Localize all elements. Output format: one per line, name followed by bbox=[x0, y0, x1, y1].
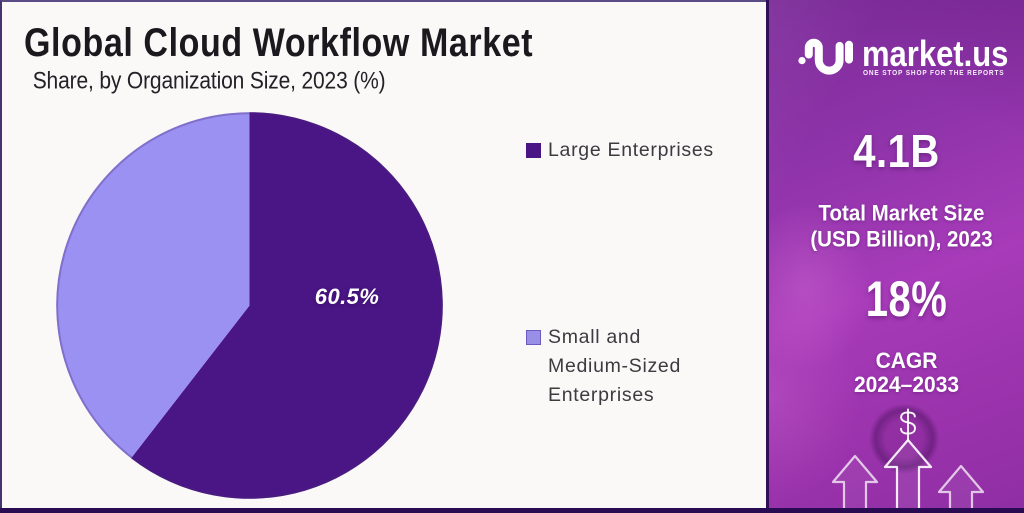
pie-rim bbox=[55, 111, 443, 499]
marketus-logo-mark bbox=[804, 38, 853, 75]
logo-brand-text: market.us bbox=[862, 34, 1008, 75]
brand-sidebar: market.us ONE STOP SHOP FOR THE REPORTS … bbox=[766, 0, 1024, 513]
logo-tagline-text: ONE STOP SHOP FOR THE REPORTS bbox=[863, 70, 1004, 77]
legend-swatch-large-enterprises bbox=[526, 143, 541, 158]
legend-label: Small and Medium-Sized Enterprises bbox=[548, 326, 682, 406]
arrow-up-right bbox=[937, 464, 985, 513]
chart-subtitle: Share, by Organization Size, 2023 (%) bbox=[32, 67, 386, 95]
arrow-up-left bbox=[831, 454, 879, 513]
arrow-up-middle bbox=[883, 438, 933, 513]
stat-cagr-label: CAGR 2024–2033 bbox=[853, 348, 960, 398]
pie-data-label: 60.5% bbox=[314, 284, 380, 309]
pie-chart bbox=[55, 111, 443, 499]
chart-title: Global Cloud Workflow Market bbox=[24, 20, 534, 66]
chart-panel: Global Cloud Workflow Market Share, by O… bbox=[0, 0, 766, 513]
stat-market-size-value: 4.1B bbox=[853, 126, 940, 178]
legend-item-sme: Small and Medium-Sized Enterprises bbox=[526, 323, 681, 410]
dollar-icon bbox=[900, 408, 916, 442]
logo-dot bbox=[798, 57, 806, 65]
pie-slice bbox=[130, 111, 443, 499]
legend-item-large-enterprises: Large Enterprises bbox=[526, 136, 714, 165]
stat-cagr-value: 18% bbox=[865, 272, 948, 328]
legend-label: Large Enterprises bbox=[548, 139, 714, 161]
marketus-logo: market.us ONE STOP SHOP FOR THE REPORTS bbox=[798, 34, 1008, 77]
growth-arrows-icon bbox=[831, 438, 985, 513]
pie-slice bbox=[55, 111, 250, 459]
legend-swatch-sme bbox=[526, 330, 541, 345]
bottom-border-bar bbox=[0, 508, 1024, 513]
stat-market-size-label: Total Market Size (USD Billion), 2023 bbox=[810, 201, 993, 252]
